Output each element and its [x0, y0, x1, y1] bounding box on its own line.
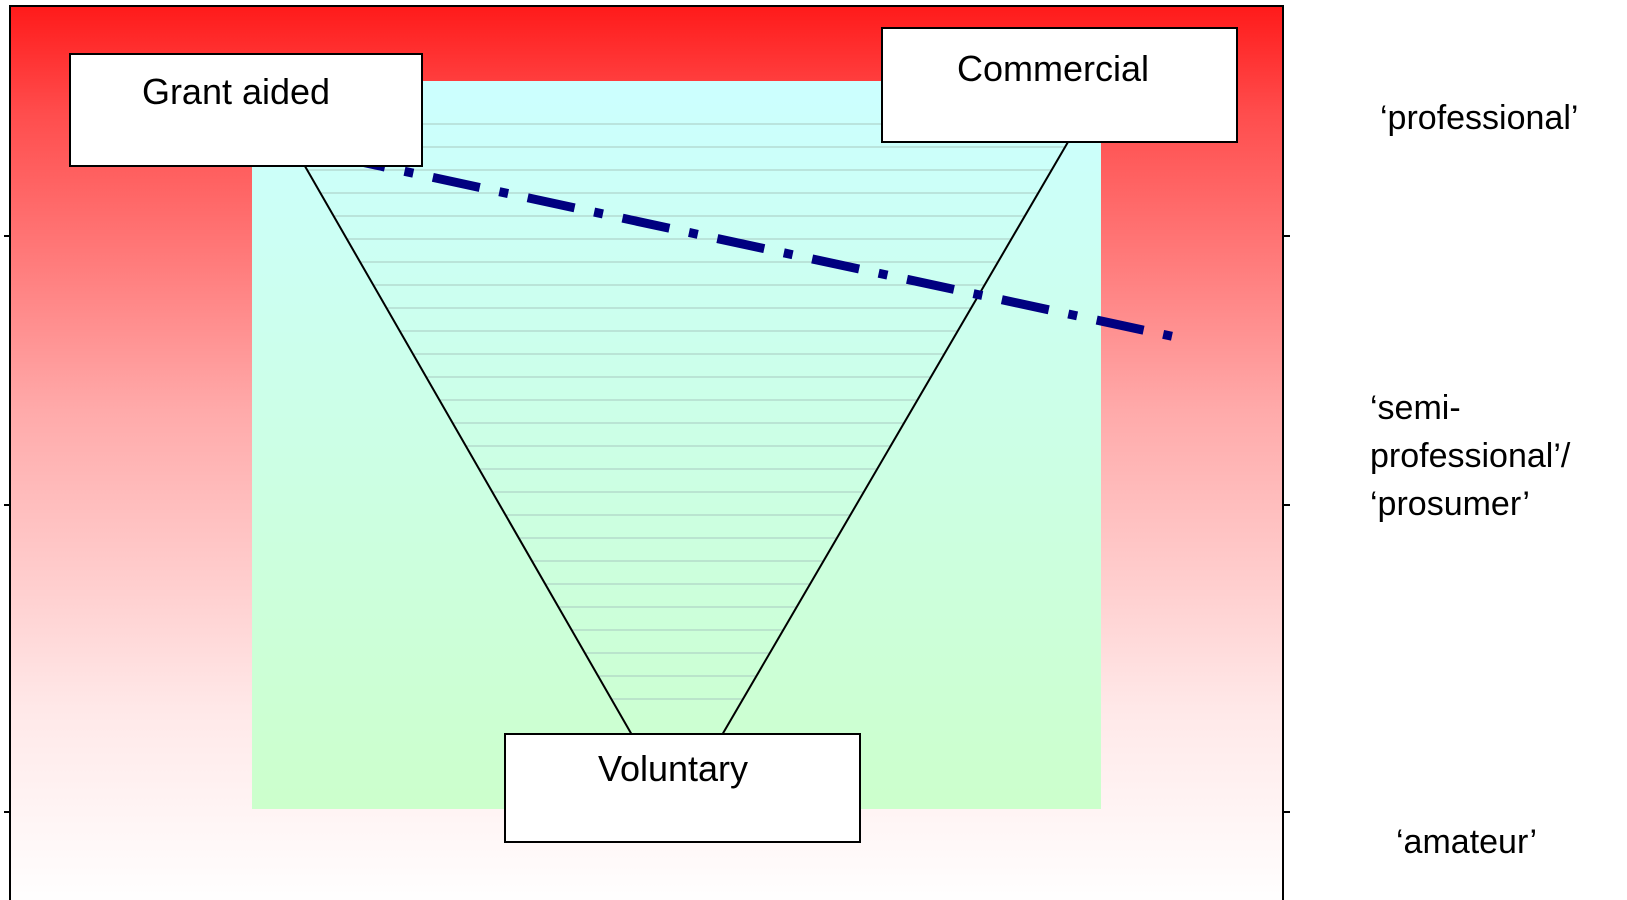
voluntary-box: Voluntary — [504, 733, 861, 843]
v-right-line — [721, 141, 1069, 736]
inner-region — [252, 81, 1101, 809]
semi-professional-line1: ‘semi- — [1370, 389, 1461, 427]
commercial-label: Commercial — [957, 48, 1149, 89]
v-left-line — [301, 160, 633, 736]
professional-label: ‘professional’ — [1380, 99, 1579, 137]
semi-professional-line3: ‘prosumer’ — [1370, 485, 1530, 523]
semi-professional-label: ‘semi- professional’/ ‘prosumer’ — [1370, 384, 1570, 528]
semi-professional-line2: professional’/ — [1370, 437, 1571, 475]
amateur-label: ‘amateur’ — [1396, 823, 1538, 861]
v-shape-hatching — [280, 123, 1079, 700]
commercial-box: Commercial — [881, 27, 1238, 143]
grant-aided-box: Grant aided — [69, 53, 423, 167]
voluntary-label: Voluntary — [598, 748, 748, 789]
grant-aided-label: Grant aided — [142, 71, 330, 112]
dash-dot-line — [337, 152, 1181, 343]
